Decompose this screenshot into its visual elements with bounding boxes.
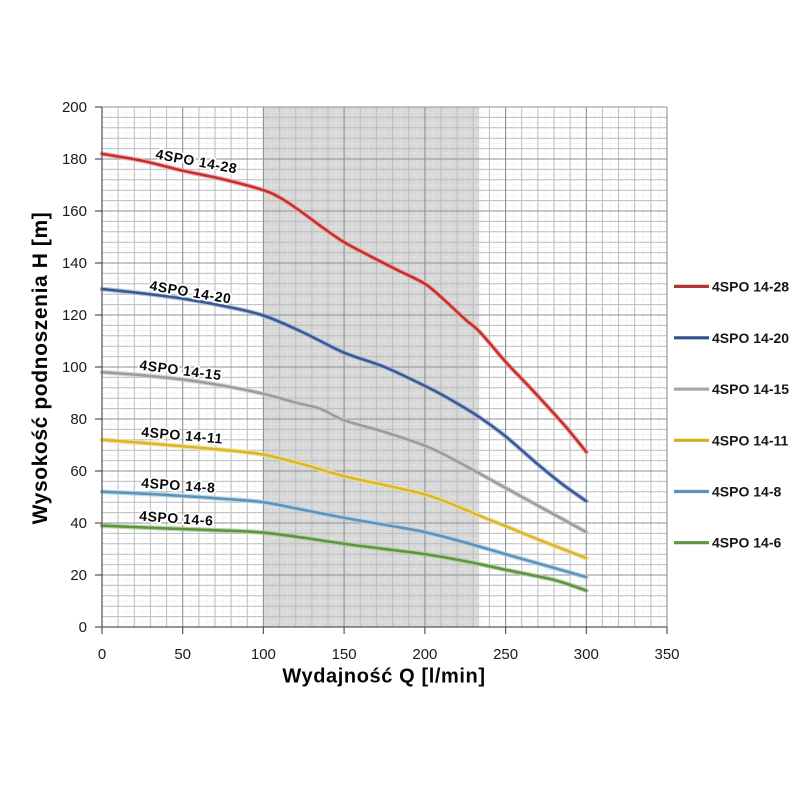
svg-text:160: 160 [62,203,87,220]
svg-text:Wydajność Q [l/min]: Wydajność Q [l/min] [282,666,485,688]
svg-text:80: 80 [70,411,87,428]
svg-text:4SPO 14-20: 4SPO 14-20 [712,330,789,346]
svg-text:150: 150 [332,646,357,663]
svg-text:4SPO 14-28: 4SPO 14-28 [712,278,789,294]
svg-text:200: 200 [62,99,87,116]
svg-text:4SPO 14-6: 4SPO 14-6 [712,535,781,551]
svg-text:40: 40 [70,515,87,532]
svg-text:4SPO 14-15: 4SPO 14-15 [712,381,789,397]
svg-text:Wysokość podnoszenia H [m]: Wysokość podnoszenia H [m] [29,212,52,525]
svg-text:4SPO 14-8: 4SPO 14-8 [712,484,781,500]
svg-text:0: 0 [98,646,106,663]
svg-text:50: 50 [174,646,191,663]
svg-text:180: 180 [62,151,87,168]
svg-text:4SPO 14-11: 4SPO 14-11 [712,432,788,448]
svg-text:120: 120 [62,307,87,324]
svg-text:300: 300 [574,646,599,663]
svg-text:20: 20 [70,567,87,584]
svg-text:60: 60 [70,463,87,480]
svg-text:0: 0 [79,619,87,636]
svg-text:140: 140 [62,255,87,272]
svg-text:350: 350 [654,646,679,663]
svg-text:200: 200 [412,646,437,663]
svg-text:100: 100 [62,359,87,376]
svg-text:250: 250 [493,646,518,663]
svg-text:100: 100 [251,646,276,663]
